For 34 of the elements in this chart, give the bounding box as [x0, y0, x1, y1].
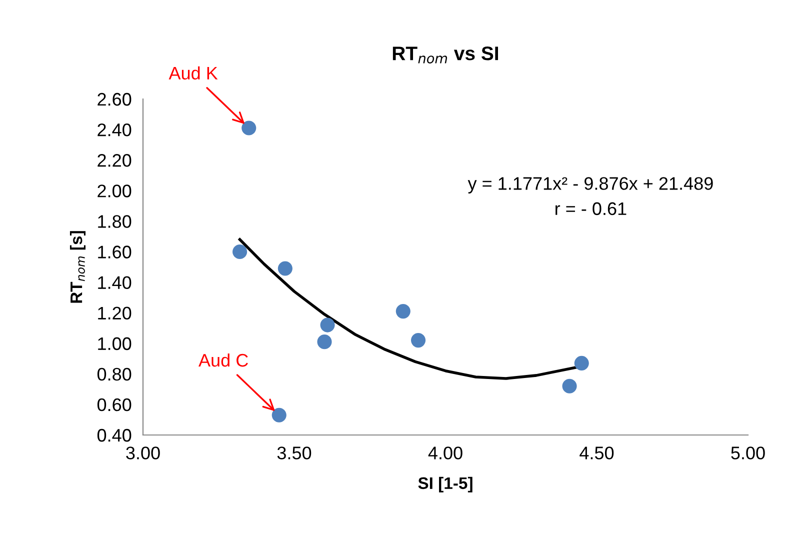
point: [320, 318, 335, 332]
y-tick-label: 2.20: [98, 154, 132, 167]
annotation: Aud K: [168, 66, 218, 80]
point: [278, 261, 292, 276]
y-tick-label: 0.60: [97, 398, 132, 412]
x-tick-label: 5.00: [731, 446, 765, 460]
y-tick-label: 0.40: [97, 428, 132, 442]
y-tick-label: 2.00: [98, 184, 132, 198]
point: [410, 333, 426, 348]
x-tick-label: 3.00: [126, 446, 160, 460]
x-tick-label: 4.00: [428, 446, 462, 460]
y-tick-label: 2.40: [98, 123, 132, 136]
point: [396, 304, 410, 319]
y-tick-label: 1.00: [98, 337, 132, 350]
x-tick-label: 4.50: [580, 446, 614, 460]
y-axis-title: RT$_{nom}$ [s]: [70, 231, 86, 303]
annotation: r = - 0.61: [556, 202, 626, 216]
y-tick-label: 0.80: [97, 368, 132, 381]
y-tick-label: 2.60: [98, 92, 132, 106]
point: [574, 356, 589, 370]
annotation: Aud C: [198, 353, 248, 367]
y-tick-label: 1.40: [98, 276, 132, 289]
point: [562, 378, 577, 394]
point: [272, 408, 286, 422]
y-tick-label: 1.80: [98, 215, 132, 228]
chart-title: RT$_{nom}$ vs SI: [392, 46, 498, 64]
x-tick-label: 3.50: [277, 446, 312, 460]
point: [317, 334, 332, 350]
y-tick-label: 1.60: [98, 246, 132, 258]
annotation: y = 1.1771x² - 9.876x + 21.489: [468, 177, 713, 194]
point: [242, 120, 256, 136]
x-axis-title: SI [1-5]: [418, 476, 472, 492]
point: [232, 244, 248, 260]
y-tick-label: 1.20: [98, 306, 132, 320]
